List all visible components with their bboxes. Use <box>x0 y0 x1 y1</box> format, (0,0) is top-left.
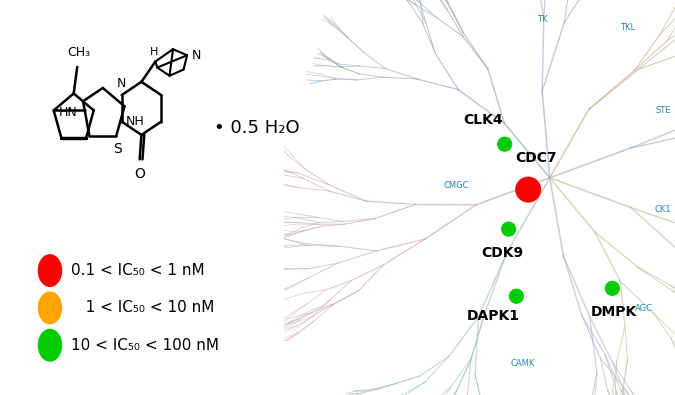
Text: HN: HN <box>59 106 78 119</box>
Point <box>511 293 522 299</box>
Text: CK1: CK1 <box>655 205 672 214</box>
Point <box>607 285 618 292</box>
Text: TK: TK <box>537 15 547 24</box>
Point <box>503 226 514 232</box>
Text: AGC: AGC <box>634 304 653 312</box>
Text: NH: NH <box>126 115 144 128</box>
Text: N: N <box>117 77 126 90</box>
Text: • 0.5 H₂O: • 0.5 H₂O <box>214 119 299 137</box>
Text: DAPK1: DAPK1 <box>466 309 520 323</box>
Text: CH₃: CH₃ <box>68 46 90 59</box>
Text: 1 < IC₅₀ < 10 nM: 1 < IC₅₀ < 10 nM <box>72 301 215 315</box>
Text: 0.1 < IC₅₀ < 1 nM: 0.1 < IC₅₀ < 1 nM <box>72 263 205 278</box>
Point <box>522 186 533 193</box>
Text: 10 < IC₅₀ < 100 nM: 10 < IC₅₀ < 100 nM <box>72 338 219 353</box>
Point <box>500 141 510 147</box>
Text: CDK9: CDK9 <box>482 246 524 260</box>
Circle shape <box>38 255 61 286</box>
Text: CLK4: CLK4 <box>463 113 503 128</box>
Text: DMPK: DMPK <box>591 305 637 319</box>
Text: TKL: TKL <box>620 23 636 32</box>
Text: CMGC: CMGC <box>443 181 468 190</box>
Circle shape <box>38 329 61 361</box>
Circle shape <box>38 292 61 324</box>
Text: N: N <box>191 49 200 62</box>
Text: CAMK: CAMK <box>510 359 535 368</box>
Text: STE: STE <box>655 106 671 115</box>
Text: O: O <box>134 167 145 181</box>
Text: CDC7: CDC7 <box>515 151 557 165</box>
Text: H: H <box>150 47 158 57</box>
Text: S: S <box>113 142 122 156</box>
